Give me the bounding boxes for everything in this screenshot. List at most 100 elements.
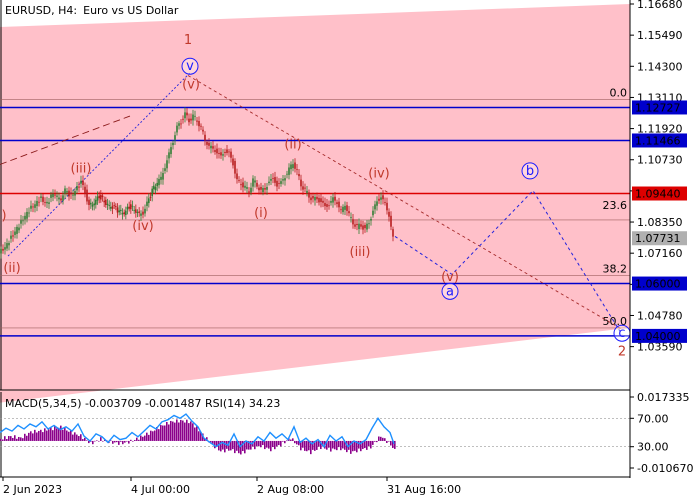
candle-body xyxy=(174,135,176,140)
macd-bar xyxy=(174,422,176,441)
macd-bar xyxy=(378,436,380,441)
candle-body xyxy=(206,141,208,145)
macd-label: MACD(5,34,5) -0.003709 -0.001487 RSI(14)… xyxy=(5,397,280,410)
wave-label: v xyxy=(186,59,194,74)
candle-body xyxy=(330,201,332,203)
macd-bar xyxy=(124,440,126,443)
candle-body xyxy=(362,225,364,230)
candle-body xyxy=(264,187,266,190)
macd-bar xyxy=(224,440,226,453)
level-lines xyxy=(0,106,630,337)
fib-label: 50.0 xyxy=(603,315,628,328)
level-price-tag: 1.11466 xyxy=(635,134,681,147)
candle-body xyxy=(118,210,120,213)
macd-bar xyxy=(278,440,280,446)
candle-body xyxy=(298,174,300,177)
candle-body xyxy=(131,205,134,207)
macd-bar xyxy=(118,440,120,445)
macd-bar xyxy=(294,440,296,444)
candle-body xyxy=(113,204,115,206)
candle-body xyxy=(340,209,342,211)
macd-bar xyxy=(220,440,222,452)
candle-body xyxy=(160,176,162,180)
candle-body xyxy=(32,206,34,208)
macd-bar xyxy=(162,425,164,441)
fib-lines: 0.0 38.2 50.0 23.6 xyxy=(0,86,630,329)
macd-bar xyxy=(394,440,396,449)
current-price-tag-bg xyxy=(632,231,687,246)
candle-body xyxy=(108,205,110,206)
candle-body xyxy=(116,207,119,213)
macd-bar xyxy=(388,440,390,442)
candle-body xyxy=(0,248,2,254)
macd-bar xyxy=(334,440,336,450)
macd-bar xyxy=(186,419,188,441)
macd-bar xyxy=(362,440,364,449)
macd-bar xyxy=(102,440,104,442)
candle-body xyxy=(232,158,234,166)
candle-body xyxy=(101,195,104,198)
candle-body xyxy=(62,195,64,201)
candle-body xyxy=(30,205,32,209)
macd-bar xyxy=(180,419,182,441)
candle-body xyxy=(228,151,230,153)
candle-body xyxy=(352,219,354,225)
candle-body xyxy=(164,168,166,171)
candle-body xyxy=(58,197,60,200)
macd-bar xyxy=(194,427,196,441)
macd-bar xyxy=(216,440,218,447)
candle-body xyxy=(294,162,296,169)
macd-bar xyxy=(20,437,22,441)
candle-body xyxy=(296,169,298,171)
macd-bar xyxy=(42,432,44,441)
macd-bar xyxy=(110,440,112,442)
macd-bar xyxy=(306,440,308,452)
candle-body xyxy=(382,195,384,200)
macd-bar xyxy=(18,436,20,441)
candle-body xyxy=(216,148,218,154)
macd-bar xyxy=(312,440,314,450)
macd-bar xyxy=(136,437,138,441)
macd-bar xyxy=(50,427,52,441)
candle-body xyxy=(22,220,24,222)
wave-label: 2 xyxy=(618,345,626,360)
macd-bar xyxy=(232,440,234,450)
macd-bar xyxy=(346,440,348,453)
candle-body xyxy=(48,202,50,204)
candle-body xyxy=(40,196,42,198)
candle-body xyxy=(133,209,135,211)
candle-body xyxy=(170,147,172,155)
candle-body xyxy=(34,204,36,208)
candle-body xyxy=(130,204,132,210)
candle-body xyxy=(98,195,100,199)
wave-label: 1 xyxy=(184,33,192,48)
level-price-tag-bg xyxy=(632,276,687,291)
macd-bar xyxy=(308,440,310,451)
candle-body xyxy=(226,149,228,153)
candle-body xyxy=(26,211,28,219)
candle-body xyxy=(200,125,202,127)
candle-body xyxy=(192,114,194,121)
macd-bar xyxy=(264,440,266,450)
candle-body xyxy=(208,142,210,146)
price-tick-label: 1.14300 xyxy=(637,60,683,73)
macd-bar xyxy=(316,440,318,450)
candle-body xyxy=(346,205,348,211)
level-price-tag: 1.06000 xyxy=(635,278,681,291)
macd-bar xyxy=(242,440,244,452)
time-axis: 2 Jun 2023 4 Jul 00:00 2 Aug 08:00 31 Aug 1… xyxy=(2,477,461,496)
macd-bar xyxy=(266,440,268,448)
candle-body xyxy=(344,205,346,210)
macd-bar xyxy=(234,440,236,454)
indicator-tick-label: 0.017335 xyxy=(637,391,690,404)
candle-body xyxy=(254,180,256,183)
candle-body xyxy=(16,226,18,234)
candle-body xyxy=(328,205,330,207)
candle-body xyxy=(125,210,127,216)
impulse-wave-line xyxy=(7,72,191,257)
wave-overlays xyxy=(0,72,623,335)
macd-bar xyxy=(350,440,352,454)
candle-body xyxy=(356,223,358,226)
wave-label: (ii) xyxy=(284,138,301,153)
